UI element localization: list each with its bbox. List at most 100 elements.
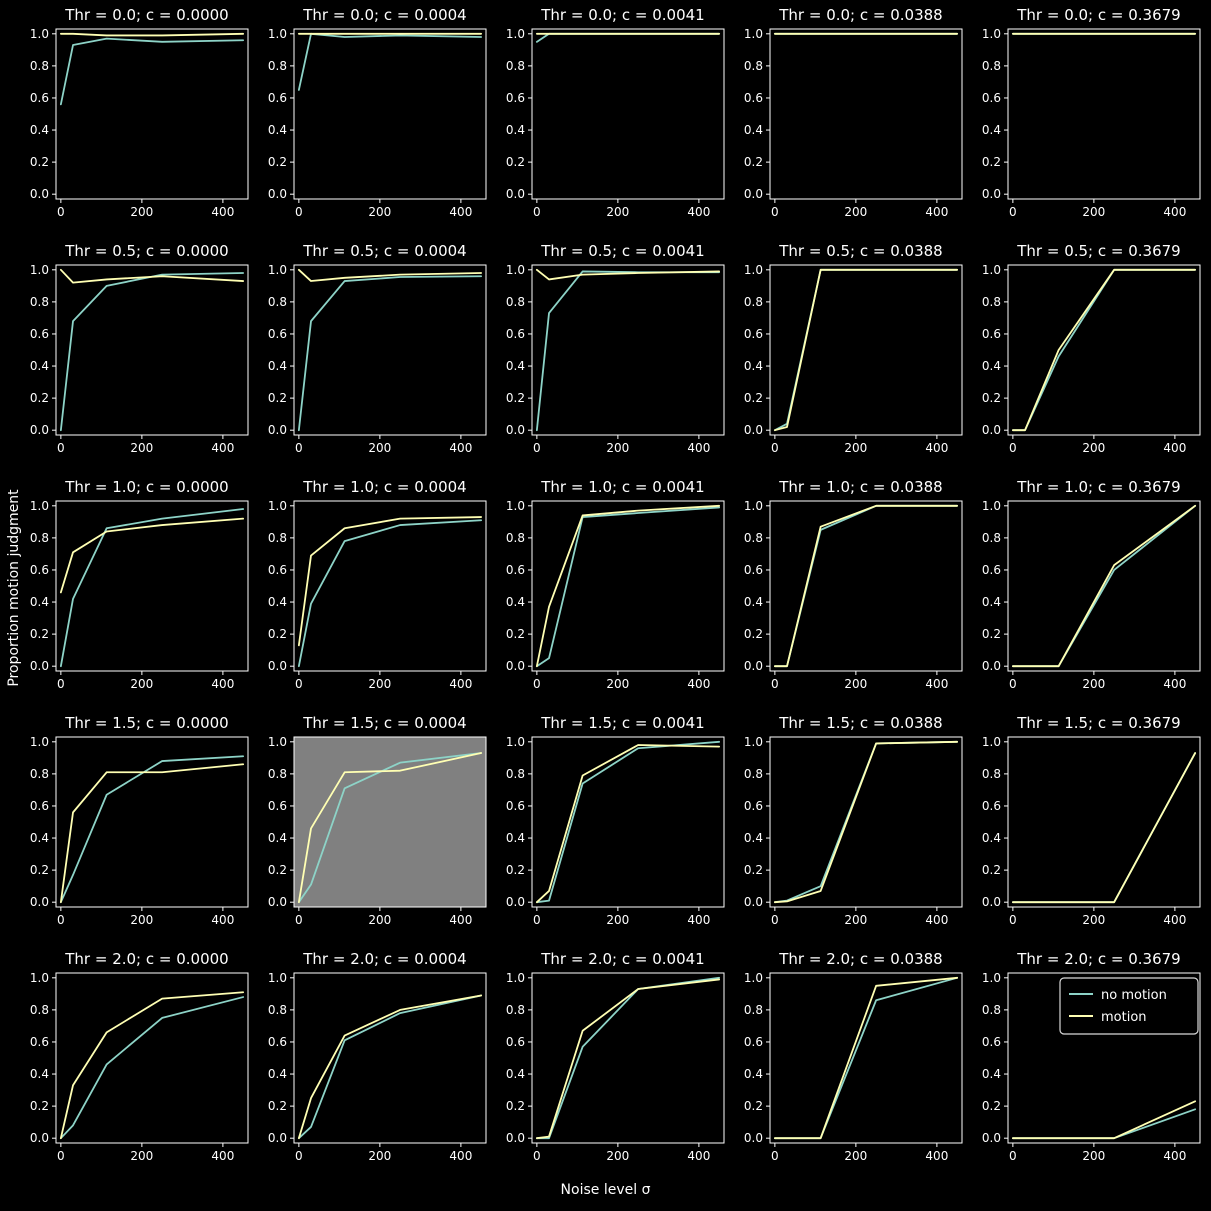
legend-label: no motion	[1101, 988, 1167, 1003]
series-line-motion	[1011, 504, 1197, 668]
axes-background	[294, 973, 486, 1143]
subplot-title: Thr = 2.0; c = 0.0000	[65, 950, 229, 968]
y-tick-label: 0.0	[30, 895, 49, 909]
axes-spines	[769, 28, 963, 200]
y-tick-label: 0.8	[744, 767, 763, 781]
x-tick-label: 200	[368, 205, 391, 219]
y-tick-label: 1.0	[30, 971, 49, 985]
x-tick-label: 200	[1082, 677, 1105, 691]
subplot-canvas: 0 200 400 0.0 0.2 0.4 0.6 0.8 1.0	[30, 27, 249, 219]
subplot-thr-2.0-c-0.3679: Thr = 2.0; c = 0.3679 0 200 400 0.0 0.2 0.4 0.…	[966, 948, 1204, 1177]
x-tick-label: 0	[295, 913, 303, 927]
x-tick-label: 0	[533, 677, 541, 691]
subplot-thr-1.0-c-0.0041: Thr = 1.0; c = 0.0041 0 200 400 0.0 0.2 0.4 0.…	[490, 476, 728, 705]
subplot-thr-1.5-c-0.0000: Thr = 1.5; c = 0.0000 0 200 400 0.0 0.2 0.4 0.…	[14, 712, 252, 941]
subplot-title: Thr = 1.5; c = 0.0041	[541, 714, 705, 732]
subplot-canvas: 0 200 400 0.0 0.2 0.4 0.6 0.8 1.0	[268, 263, 487, 455]
x-tick-label: 400	[687, 1149, 710, 1163]
series-line-motion	[297, 516, 483, 647]
y-tick-label: 0.8	[982, 531, 1001, 545]
x-tick-label: 0	[1009, 913, 1017, 927]
x-tick-label: 0	[533, 913, 541, 927]
subplot-title: Thr = 2.0; c = 0.0004	[303, 950, 467, 968]
subplot-canvas: 0 200 400 0.0 0.2 0.4 0.6 0.8 1.0	[744, 263, 963, 455]
x-tick-label: 200	[606, 677, 629, 691]
y-tick-label: 0.2	[30, 627, 49, 641]
y-tick-label: 0.2	[506, 863, 525, 877]
y-tick-label: 0.4	[268, 1067, 287, 1081]
x-tick-label: 200	[368, 1149, 391, 1163]
y-tick-label: 0.6	[30, 91, 49, 105]
y-tick-label: 1.0	[30, 27, 49, 41]
series-line-motion	[773, 740, 959, 904]
axes-spines	[293, 500, 487, 672]
y-tick-label: 0.4	[268, 359, 287, 373]
y-tick-label: 0.2	[268, 863, 287, 877]
axes-spines	[531, 972, 725, 1144]
x-tick-label: 0	[771, 441, 779, 455]
y-tick-label: 0.0	[506, 895, 525, 909]
series-line-motion	[59, 763, 245, 904]
subplot-canvas: 0 200 400 0.0 0.2 0.4 0.6 0.8 1.0	[744, 735, 963, 927]
x-tick-label: 0	[295, 1149, 303, 1163]
axes-background	[294, 501, 486, 671]
y-tick-label: 0.6	[982, 327, 1001, 341]
y-tick-label: 0.4	[982, 359, 1001, 373]
y-tick-label: 0.0	[268, 187, 287, 201]
y-tick-label: 1.0	[506, 735, 525, 749]
series-line-motion	[535, 504, 721, 668]
axes-background	[532, 29, 724, 199]
y-tick-label: 0.0	[268, 423, 287, 437]
subplot-grid: Thr = 0.0; c = 0.0000 0 200 400 0.0 0.2 0.4 0.…	[14, 4, 1204, 1177]
y-tick-label: 0.4	[982, 831, 1001, 845]
subplot-canvas: 0 200 400 0.0 0.2 0.4 0.6 0.8 1.0	[268, 971, 487, 1163]
y-tick-label: 0.6	[268, 799, 287, 813]
x-tick-label: 400	[687, 677, 710, 691]
x-tick-label: 200	[130, 441, 153, 455]
axes-background	[1008, 29, 1200, 199]
y-tick-label: 1.0	[506, 499, 525, 513]
subplot-canvas: 0 200 400 0.0 0.2 0.4 0.6 0.8 1.0	[982, 27, 1201, 219]
y-tick-label: 1.0	[506, 27, 525, 41]
axes-spines	[1007, 972, 1201, 1144]
x-tick-label: 0	[295, 677, 303, 691]
y-tick-label: 0.8	[982, 59, 1001, 73]
series-line-motion	[773, 976, 959, 1140]
axes-spines	[1007, 28, 1201, 200]
y-tick-label: 0.0	[268, 1131, 287, 1145]
x-tick-label: 400	[449, 1149, 472, 1163]
y-tick-label: 0.4	[744, 1067, 763, 1081]
y-tick-label: 0.8	[982, 1003, 1001, 1017]
y-tick-label: 0.2	[744, 863, 763, 877]
highlighted-axes-background	[294, 737, 486, 907]
y-tick-label: 0.0	[982, 659, 1001, 673]
y-tick-label: 0.2	[30, 391, 49, 405]
x-tick-label: 200	[844, 205, 867, 219]
subplot-title: Thr = 2.0; c = 0.0041	[541, 950, 705, 968]
subplot-title: Thr = 0.5; c = 0.0004	[303, 242, 467, 260]
x-tick-label: 0	[771, 1149, 779, 1163]
y-tick-label: 0.6	[982, 563, 1001, 577]
subplot-thr-2.0-c-0.0041: Thr = 2.0; c = 0.0041 0 200 400 0.0 0.2 0.4 0.…	[490, 948, 728, 1177]
x-tick-label: 400	[449, 205, 472, 219]
x-tick-label: 200	[368, 913, 391, 927]
legend: no motion motion	[1059, 977, 1199, 1035]
y-tick-label: 0.2	[506, 391, 525, 405]
x-tick-label: 200	[1082, 1149, 1105, 1163]
y-tick-label: 0.8	[30, 59, 49, 73]
y-tick-label: 0.6	[30, 563, 49, 577]
subplot-canvas: 0 200 400 0.0 0.2 0.4 0.6 0.8 1.0	[982, 499, 1201, 691]
y-tick-label: 0.0	[982, 1131, 1001, 1145]
subplot-canvas: 0 200 400 0.0 0.2 0.4 0.6 0.8 1.0	[30, 971, 249, 1163]
y-tick-label: 0.2	[744, 627, 763, 641]
subplot-canvas: 0 200 400 0.0 0.2 0.4 0.6 0.8 1.0	[30, 735, 249, 927]
subplot-thr-2.0-c-0.0388: Thr = 2.0; c = 0.0388 0 200 400 0.0 0.2 0.4 0.…	[728, 948, 966, 1177]
series-line-no-motion	[59, 755, 245, 904]
y-tick-label: 0.8	[268, 295, 287, 309]
x-tick-label: 400	[1163, 1149, 1186, 1163]
subplot-thr-1.0-c-0.0004: Thr = 1.0; c = 0.0004 0 200 400 0.0 0.2 0.4 0.…	[252, 476, 490, 705]
x-tick-label: 0	[57, 913, 65, 927]
y-tick-label: 1.0	[30, 735, 49, 749]
subplot-thr-1.5-c-0.0041: Thr = 1.5; c = 0.0041 0 200 400 0.0 0.2 0.4 0.…	[490, 712, 728, 941]
